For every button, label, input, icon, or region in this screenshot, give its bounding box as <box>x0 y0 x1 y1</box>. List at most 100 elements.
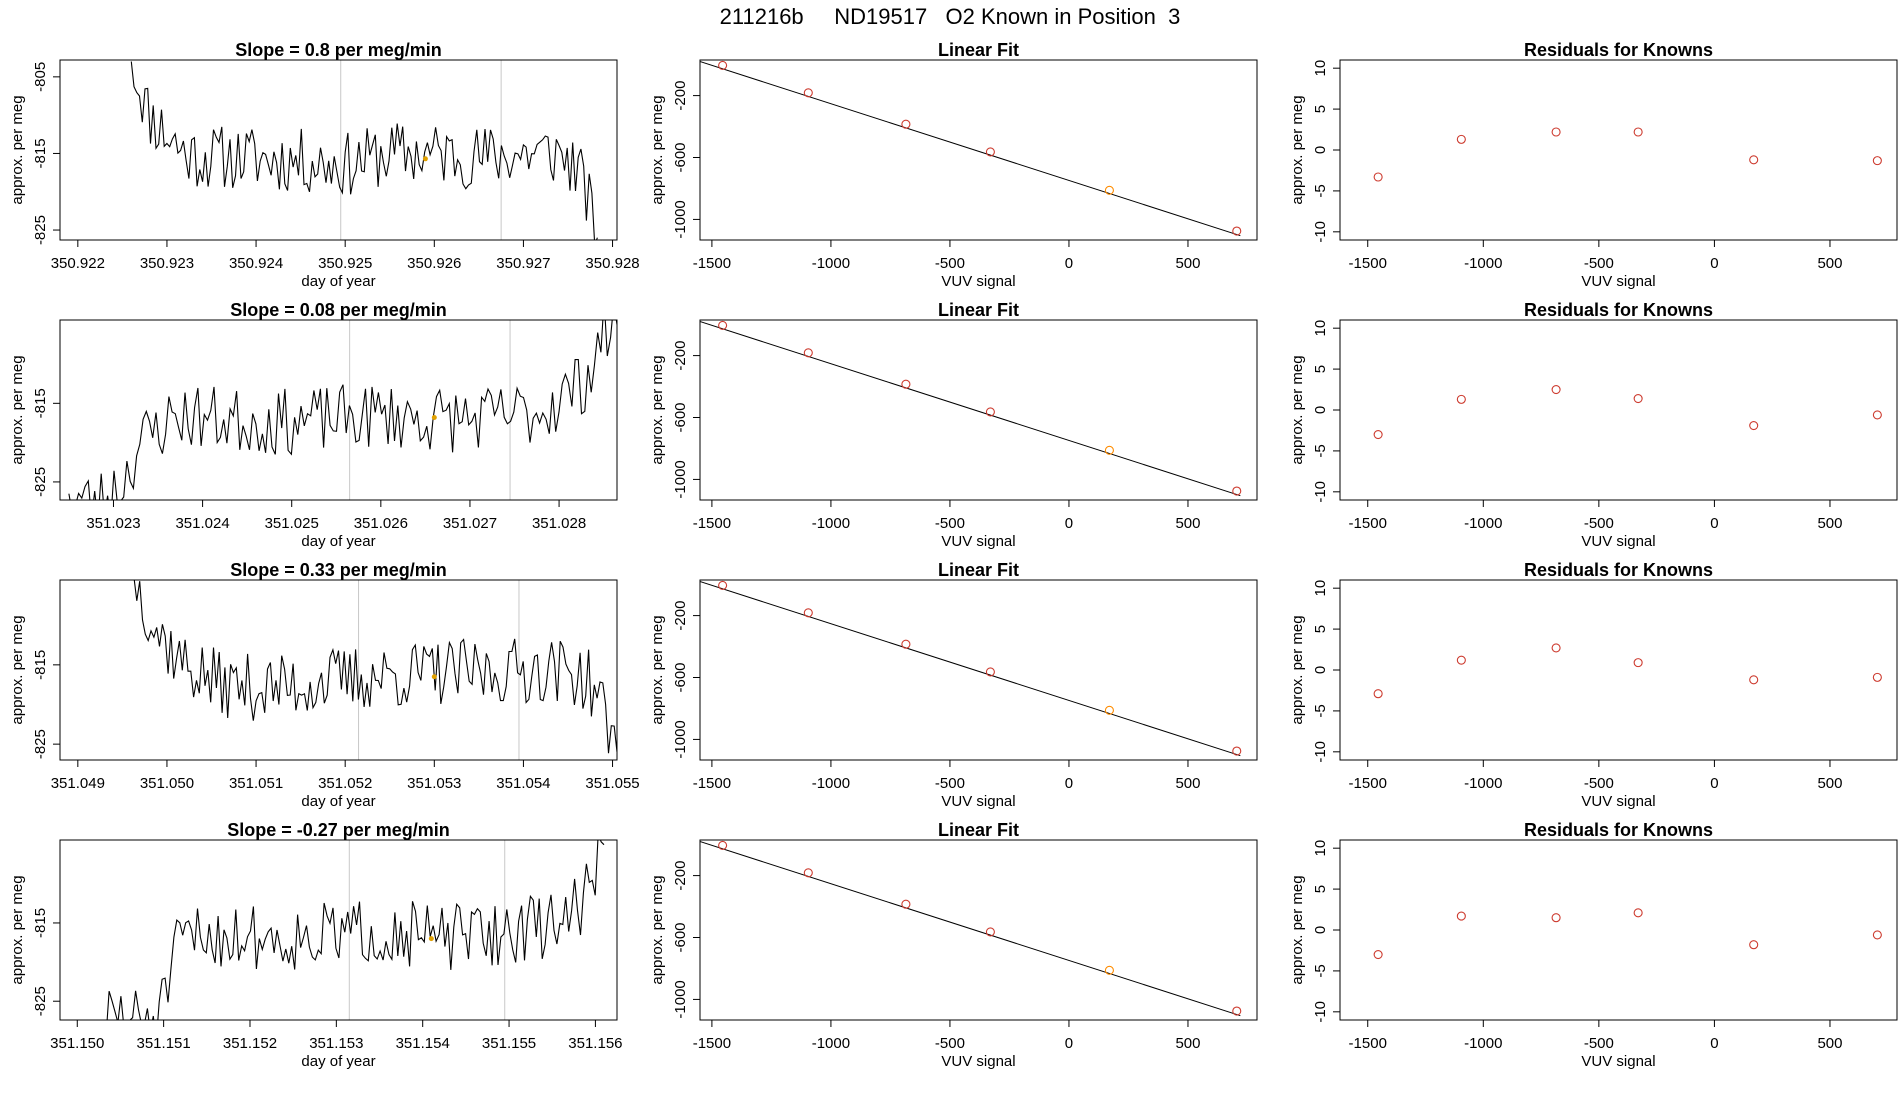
x-tick-label: 351.049 <box>51 775 105 792</box>
highlight-point <box>431 414 437 420</box>
x-axis-label: day of year <box>301 273 375 290</box>
x-tick-label: 351.023 <box>86 515 140 532</box>
data-point <box>1456 911 1466 921</box>
x-tick-label: -500 <box>935 255 965 272</box>
y-axis-label: approx. per meg <box>649 355 666 464</box>
x-tick-label: 351.053 <box>407 775 461 792</box>
x-axis-label: VUV signal <box>1581 273 1655 290</box>
x-tick-label: 351.050 <box>140 775 194 792</box>
data-point <box>803 608 813 618</box>
data-point <box>1551 384 1561 395</box>
x-tick-label: 500 <box>1817 255 1842 272</box>
x-tick-label: -1500 <box>1349 775 1387 792</box>
data-point <box>718 840 728 850</box>
y-tick-label: -825 <box>32 467 49 497</box>
chart-r3-resid: Residuals for Knowns -1500 -1000 -500 0 500 VU… <box>1289 560 1898 810</box>
y-tick-label: -600 <box>672 662 689 692</box>
plot-frame <box>1339 579 1898 761</box>
x-tick-label: -1500 <box>693 515 731 532</box>
plot-frame <box>59 319 618 501</box>
x-tick-label: -1500 <box>1349 1035 1387 1052</box>
x-axis-label: day of year <box>301 793 375 810</box>
marker-point <box>1104 965 1114 975</box>
y-tick-label: -815 <box>32 138 49 168</box>
signal-trace <box>68 320 617 500</box>
chart-title: Slope = 0.8 per meg/min <box>235 40 442 60</box>
y-axis-label: approx. per meg <box>1289 615 1306 724</box>
y-tick-label: 10 <box>1312 60 1329 77</box>
highlight-point <box>422 156 428 162</box>
x-tick-label: 351.152 <box>223 1035 277 1052</box>
x-tick-label: 0 <box>1710 515 1718 532</box>
x-tick-label: 351.155 <box>482 1035 536 1052</box>
x-tick-label: -1000 <box>812 775 850 792</box>
plot-frame <box>699 579 1258 761</box>
x-tick-label: 0 <box>1065 515 1073 532</box>
data-point <box>1872 410 1882 420</box>
plot-frame <box>59 59 618 241</box>
x-tick-label: 350.925 <box>318 255 372 272</box>
y-axis-label: approx. per meg <box>1289 95 1306 204</box>
y-tick-label: -825 <box>32 729 49 759</box>
x-axis-label: VUV signal <box>1581 533 1655 550</box>
x-tick-label: 350.928 <box>585 255 639 272</box>
x-tick-label: -500 <box>935 515 965 532</box>
x-tick-label: 500 <box>1817 515 1842 532</box>
data-point <box>1749 155 1759 165</box>
y-tick-label: -10 <box>1312 221 1329 243</box>
plot-frame <box>699 59 1258 241</box>
x-tick-label: 351.051 <box>229 775 283 792</box>
x-tick-label: -1000 <box>1464 775 1502 792</box>
signal-trace <box>130 61 598 240</box>
y-tick-label: -5 <box>1312 964 1329 977</box>
y-tick-label: 5 <box>1312 105 1329 113</box>
data-point <box>1551 913 1561 923</box>
data-point <box>1551 643 1561 653</box>
y-axis-label: approx. per meg <box>9 615 26 724</box>
x-tick-label: 351.026 <box>354 515 408 532</box>
data-point <box>1373 689 1383 699</box>
y-tick-label: 0 <box>1312 926 1329 934</box>
y-tick-label: -815 <box>32 650 49 680</box>
data-point <box>1633 393 1643 404</box>
data-point <box>1749 940 1759 950</box>
x-tick-label: 500 <box>1175 1035 1200 1052</box>
chart-r4-resid: Residuals for Knowns -1500 -1000 -500 0 500 VU… <box>1289 820 1898 1070</box>
data-point <box>1232 746 1242 756</box>
chart-title: Residuals for Knowns <box>1524 40 1713 60</box>
x-tick-label: -1500 <box>693 775 731 792</box>
x-tick-label: -1000 <box>812 1035 850 1052</box>
x-tick-label: -500 <box>1584 255 1614 272</box>
data-point <box>1872 672 1882 682</box>
x-tick-label: 350.922 <box>51 255 105 272</box>
chart-title: Linear Fit <box>938 300 1019 320</box>
y-tick-label: -10 <box>1312 741 1329 763</box>
x-tick-label: 0 <box>1710 1035 1718 1052</box>
x-axis-label: VUV signal <box>941 793 1015 810</box>
plot-frame <box>699 319 1258 501</box>
x-tick-label: 351.154 <box>396 1035 450 1052</box>
data-point <box>1633 658 1643 668</box>
chart-r4-trace: Slope = -0.27 per meg/min 351.150 351.151 3… <box>9 820 623 1070</box>
x-tick-label: 350.923 <box>140 255 194 272</box>
y-tick-label: -825 <box>32 986 49 1016</box>
x-tick-label: -1000 <box>1464 515 1502 532</box>
data-point <box>901 379 911 389</box>
data-point <box>1551 127 1561 137</box>
y-tick-label: -5 <box>1312 184 1329 197</box>
y-tick-label: -600 <box>672 142 689 172</box>
data-point <box>1872 156 1882 166</box>
data-point <box>901 899 911 909</box>
x-tick-label: -500 <box>935 775 965 792</box>
x-axis-label: day of year <box>301 533 375 550</box>
y-axis-label: approx. per meg <box>649 615 666 724</box>
y-tick-label: -825 <box>32 215 49 245</box>
y-tick-label: -10 <box>1312 481 1329 503</box>
y-tick-label: 5 <box>1312 625 1329 633</box>
x-tick-label: -500 <box>1584 515 1614 532</box>
data-point <box>1373 172 1383 182</box>
y-tick-label: 0 <box>1312 406 1329 414</box>
